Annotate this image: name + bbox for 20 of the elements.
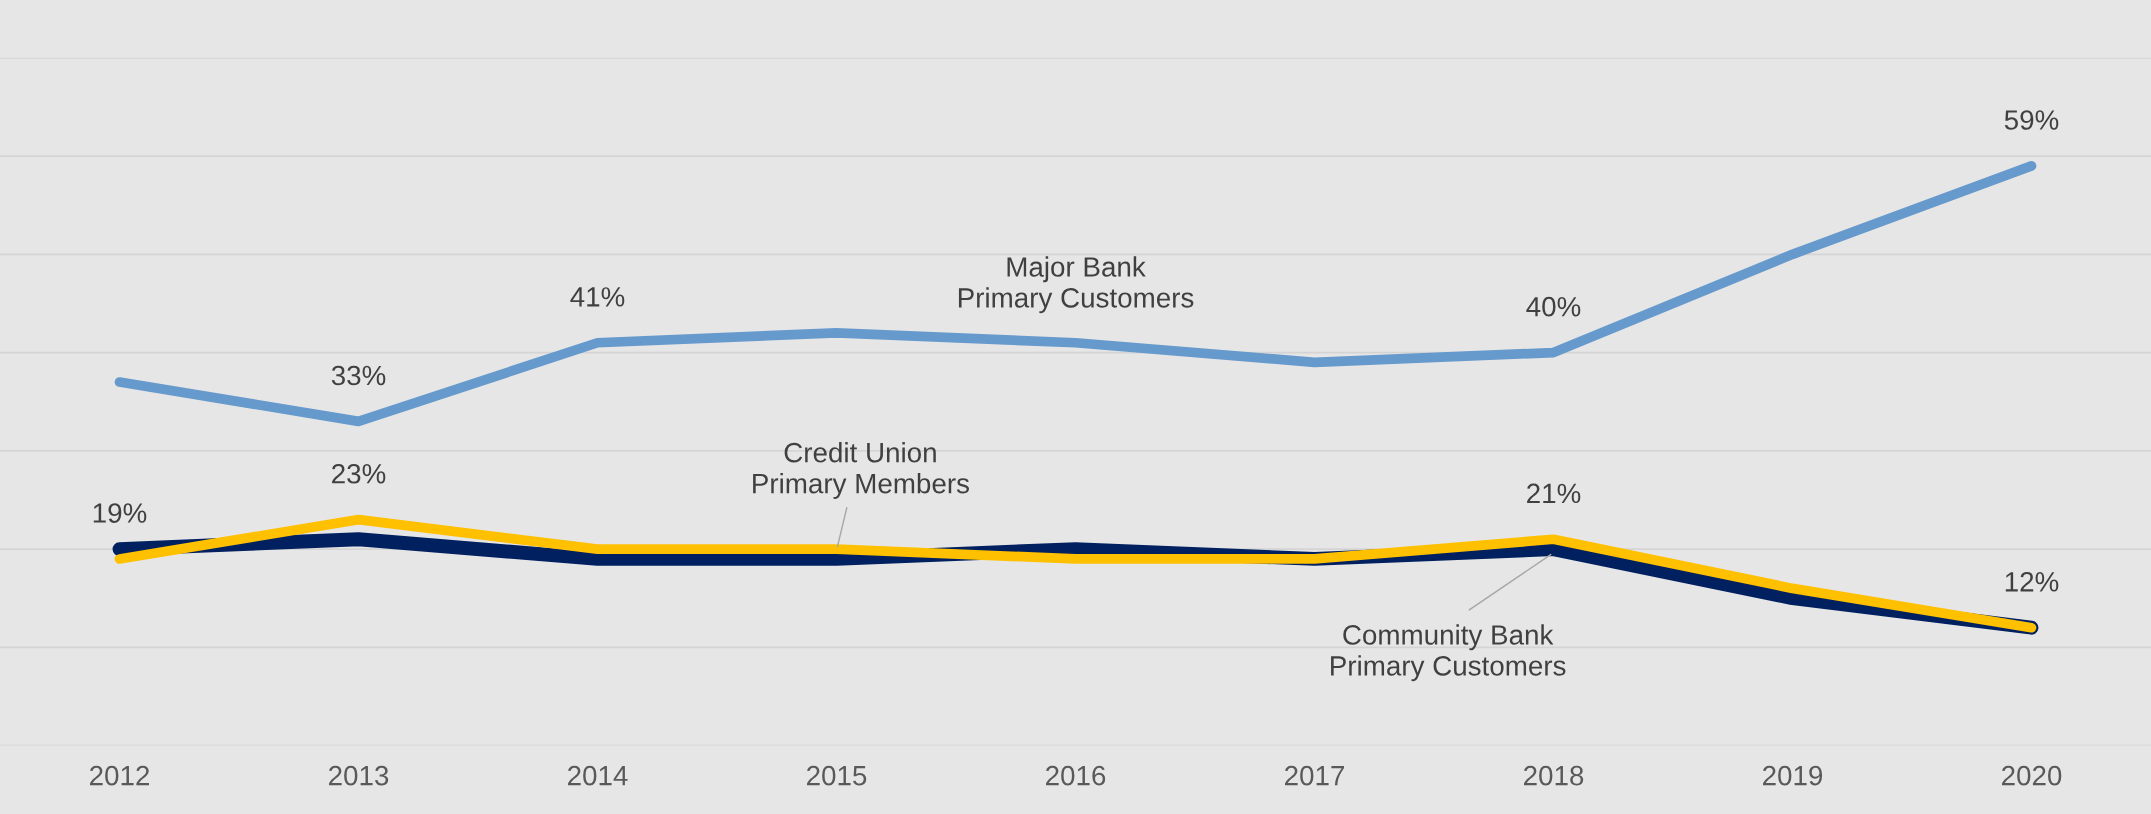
data-label: 59% bbox=[2004, 110, 2059, 130]
x-tick-label: 2020 bbox=[2002, 765, 2062, 786]
series-label: Major Bank Primary Customers bbox=[958, 256, 1194, 314]
x-tick-label: 2019 bbox=[1763, 765, 1823, 786]
data-label: 21% bbox=[1527, 483, 1581, 504]
x-tick-label: 2018 bbox=[1524, 765, 1584, 786]
text: Community Bank Primary Customers bbox=[1331, 624, 1566, 682]
x-tick-label: 2012 bbox=[90, 765, 150, 786]
x-tick-label: 2014 bbox=[568, 765, 628, 786]
data-label: 23% bbox=[332, 463, 386, 484]
series-label: Credit Union Primary Members bbox=[753, 442, 969, 499]
x-tick-label: 2015 bbox=[807, 765, 867, 786]
data-label: 41% bbox=[570, 287, 625, 307]
x-tick-label: 2017 bbox=[1285, 765, 1345, 786]
x-tick-label: 2016 bbox=[1046, 765, 1106, 786]
x-tick-label: 2013 bbox=[329, 765, 389, 786]
data-label: 19% bbox=[93, 503, 147, 523]
data-label: 40% bbox=[1526, 296, 1581, 317]
data-label: 33% bbox=[331, 365, 386, 386]
data-label: 12% bbox=[2005, 571, 2059, 592]
